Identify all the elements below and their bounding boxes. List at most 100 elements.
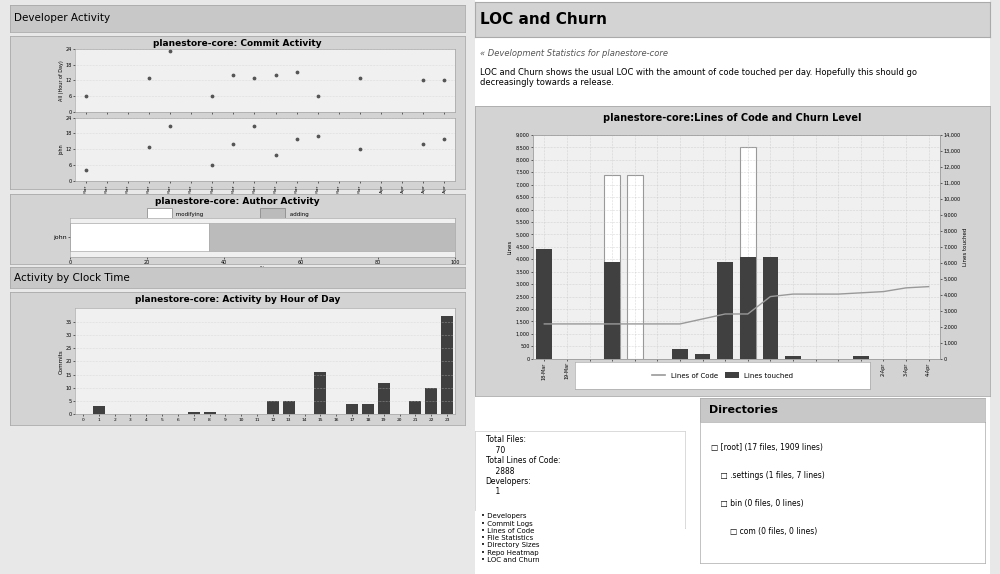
Text: Activity by Clock Time: Activity by Clock Time xyxy=(14,273,129,283)
Bar xyxy=(283,401,295,414)
Bar xyxy=(604,174,620,359)
Lines of Code xyxy=(855,289,867,296)
Legend: Lines of Code, Lines touched: Lines of Code, Lines touched xyxy=(649,370,796,381)
X-axis label: Date: Date xyxy=(258,201,272,206)
Point xyxy=(310,91,326,101)
Point xyxy=(352,73,368,82)
Lines of Code xyxy=(719,311,731,317)
Bar xyxy=(188,412,200,414)
Point xyxy=(162,121,178,130)
Lines of Code xyxy=(764,293,776,300)
Bar xyxy=(209,223,455,251)
Lines of Code xyxy=(697,316,709,323)
Lines of Code xyxy=(810,290,822,297)
Bar xyxy=(740,148,756,359)
Point xyxy=(78,91,94,101)
Point xyxy=(436,134,452,144)
Y-axis label: Lines: Lines xyxy=(508,240,513,254)
Lines of Code xyxy=(877,288,889,295)
Text: • Developers: • Developers xyxy=(481,514,527,519)
Bar xyxy=(604,262,620,359)
Point xyxy=(225,139,241,149)
Point xyxy=(289,68,305,77)
Text: • LOC and Churn: • LOC and Churn xyxy=(481,557,540,563)
Point xyxy=(162,47,178,56)
Bar xyxy=(70,223,209,251)
Point xyxy=(289,134,305,144)
Text: • Directory Sizes: • Directory Sizes xyxy=(481,542,540,548)
Bar xyxy=(853,356,869,359)
Bar xyxy=(740,257,756,359)
Point xyxy=(436,76,452,85)
Lines of Code xyxy=(742,311,754,317)
FancyBboxPatch shape xyxy=(260,208,285,220)
Point xyxy=(352,145,368,154)
Lines of Code xyxy=(606,320,618,327)
Point xyxy=(415,76,431,85)
Bar xyxy=(346,404,358,414)
Bar xyxy=(672,349,688,359)
Y-axis label: Lines touched: Lines touched xyxy=(963,228,968,266)
Y-axis label: john: john xyxy=(59,144,64,154)
Text: planestore-core: Activity by Hour of Day: planestore-core: Activity by Hour of Day xyxy=(135,295,340,304)
Text: « Development Statistics for planestore-core: « Development Statistics for planestore-… xyxy=(480,49,668,57)
Text: LOC and Churn: LOC and Churn xyxy=(480,12,607,27)
Text: • File Statistics: • File Statistics xyxy=(481,535,534,541)
Text: □ .settings (1 files, 7 lines): □ .settings (1 files, 7 lines) xyxy=(711,471,825,480)
Point xyxy=(141,142,157,151)
Bar xyxy=(409,401,421,414)
Bar xyxy=(763,257,778,359)
Point xyxy=(415,139,431,149)
Y-axis label: Commits: Commits xyxy=(59,349,64,374)
Bar xyxy=(267,401,279,414)
Bar xyxy=(378,382,390,414)
Y-axis label: All (Hour of Day): All (Hour of Day) xyxy=(59,60,64,100)
X-axis label: Date: Date xyxy=(730,381,743,386)
Text: planestore-core: Commit Activity: planestore-core: Commit Activity xyxy=(153,40,322,48)
Bar xyxy=(362,404,374,414)
Lines of Code xyxy=(629,320,641,327)
Bar xyxy=(441,316,453,414)
Lines of Code xyxy=(674,320,686,327)
Text: □ com (0 files, 0 lines): □ com (0 files, 0 lines) xyxy=(711,528,818,536)
Lines of Code xyxy=(651,320,663,327)
Text: Directories: Directories xyxy=(709,405,777,415)
FancyBboxPatch shape xyxy=(146,208,172,220)
Lines of Code xyxy=(538,320,550,327)
Point xyxy=(204,160,220,170)
Text: modifying: modifying xyxy=(174,212,203,217)
Bar xyxy=(785,356,801,359)
Text: □ bin (0 files, 0 lines): □ bin (0 files, 0 lines) xyxy=(711,499,804,508)
Text: • Commit Logs: • Commit Logs xyxy=(481,521,533,527)
Text: Developer Activity: Developer Activity xyxy=(14,13,110,24)
Bar xyxy=(93,406,105,414)
Point xyxy=(310,131,326,141)
Lines of Code xyxy=(787,290,799,297)
Lines of Code xyxy=(900,285,912,292)
Text: □ [root] (17 files, 1909 lines): □ [root] (17 files, 1909 lines) xyxy=(711,443,823,452)
Bar xyxy=(204,412,216,414)
Point xyxy=(246,121,262,130)
Text: LOC and Churn shows the usual LOC with the amount of code touched per day. Hopef: LOC and Churn shows the usual LOC with t… xyxy=(480,68,917,87)
Text: • Repo Heatmap: • Repo Heatmap xyxy=(481,550,539,556)
Bar xyxy=(717,262,733,359)
Bar xyxy=(627,174,643,359)
Bar xyxy=(536,249,552,359)
Lines of Code xyxy=(561,320,573,327)
Lines of Code xyxy=(923,283,935,290)
X-axis label: %: % xyxy=(260,266,265,272)
Bar xyxy=(695,354,710,359)
Point xyxy=(78,166,94,175)
Point xyxy=(141,73,157,82)
Text: adding: adding xyxy=(288,212,308,217)
Bar xyxy=(425,388,437,414)
Bar xyxy=(314,372,326,414)
Text: Total Files:
    70
Total Lines of Code:
    2888
Developers:
    1: Total Files: 70 Total Lines of Code: 288… xyxy=(486,436,560,497)
Point xyxy=(225,71,241,80)
Point xyxy=(268,71,284,80)
Text: planestore-core:Lines of Code and Churn Level: planestore-core:Lines of Code and Churn … xyxy=(603,113,862,123)
Point xyxy=(268,150,284,159)
Text: planestore-core: Author Activity: planestore-core: Author Activity xyxy=(155,197,320,206)
Lines of Code xyxy=(832,290,844,297)
Text: • Lines of Code: • Lines of Code xyxy=(481,528,535,534)
